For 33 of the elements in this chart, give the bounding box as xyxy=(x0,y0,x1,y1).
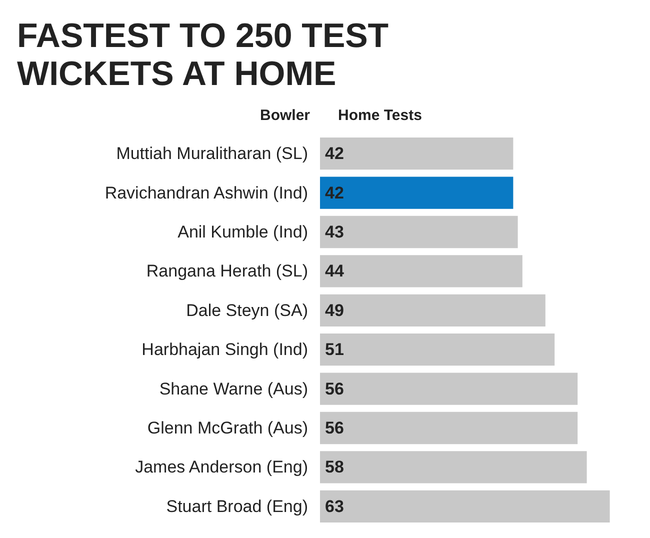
data-label: 58 xyxy=(325,458,344,477)
y-tick-label: Muttiah Muralitharan (SL) xyxy=(116,144,308,164)
bar xyxy=(320,334,555,366)
y-tick-label: James Anderson (Eng) xyxy=(135,458,308,477)
data-label: 63 xyxy=(325,496,344,516)
bar xyxy=(320,138,514,170)
bar xyxy=(320,451,587,484)
y-tick-label: Dale Steyn (SA) xyxy=(186,300,308,320)
y-tick-label: Rangana Herath (SL) xyxy=(146,262,308,281)
y-tick-label: Harbhajan Singh (Ind) xyxy=(142,340,308,360)
bar xyxy=(320,255,522,288)
data-label: 56 xyxy=(325,379,344,398)
data-label: 49 xyxy=(325,300,344,320)
y-tick-label: Shane Warne (Aus) xyxy=(159,379,308,398)
y-tick-label: Anil Kumble (Ind) xyxy=(178,222,308,242)
bar xyxy=(320,412,578,444)
bar xyxy=(320,216,518,248)
chart-title: FASTEST TO 250 TEST WICKETS AT HOME xyxy=(17,17,398,93)
bar xyxy=(320,490,610,522)
data-label: 51 xyxy=(325,340,344,360)
data-label: 43 xyxy=(325,222,344,242)
y-tick-label: Ravichandran Ashwin (Ind) xyxy=(104,183,308,202)
bar xyxy=(320,176,514,209)
y-axis-title: Bowler xyxy=(260,107,310,124)
data-label: 56 xyxy=(325,418,344,438)
data-label: 44 xyxy=(325,262,344,281)
x-axis-title: Home Tests xyxy=(338,107,422,124)
bar xyxy=(320,294,546,326)
y-tick-label: Stuart Broad (Eng) xyxy=(166,496,308,516)
bar xyxy=(320,372,578,405)
y-tick-label: Glenn McGrath (Aus) xyxy=(147,418,308,438)
data-label: 42 xyxy=(325,183,344,202)
data-label: 42 xyxy=(325,144,344,164)
